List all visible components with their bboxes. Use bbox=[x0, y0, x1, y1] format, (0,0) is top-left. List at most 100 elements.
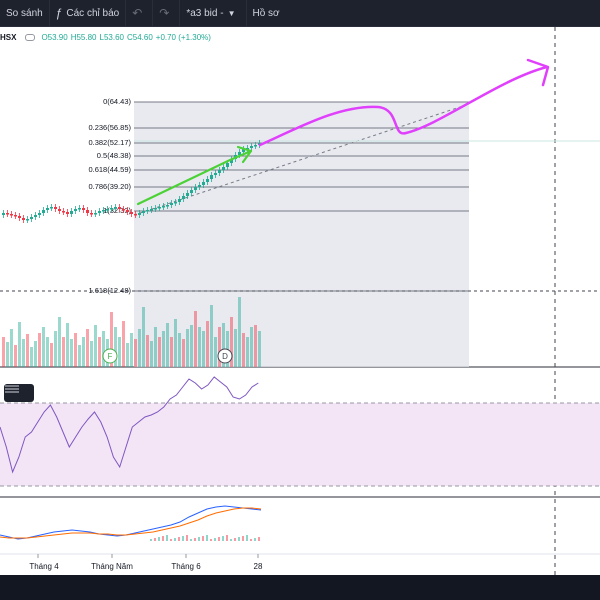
event-marker-f[interactable]: F bbox=[102, 348, 118, 364]
candle-body bbox=[22, 218, 25, 220]
volume-bar bbox=[170, 337, 173, 367]
volume-bar bbox=[74, 333, 77, 367]
candle-body bbox=[242, 149, 245, 152]
legend-change: +0.70 (+1.30%) bbox=[155, 33, 211, 42]
volume-bar bbox=[102, 331, 105, 367]
visibility-toggle-icon[interactable] bbox=[25, 34, 36, 41]
macd-hist-bar bbox=[222, 536, 224, 541]
candle-body bbox=[50, 207, 53, 209]
volume-bar bbox=[258, 331, 261, 367]
macd-hist-bar bbox=[226, 535, 228, 541]
fib-retracement-area[interactable] bbox=[134, 102, 469, 367]
volume-bar bbox=[42, 327, 45, 367]
top-toolbar: So sánh ƒ Các chỉ báo ↶ ↷ *a3 bid - ▼ Hồ… bbox=[0, 0, 600, 27]
trend-line-dashed[interactable] bbox=[133, 103, 470, 216]
macd-hist-bar bbox=[186, 535, 188, 541]
undo-button[interactable]: ↶ bbox=[126, 0, 154, 26]
macd-hist-bar bbox=[194, 538, 196, 541]
candle-body bbox=[106, 209, 109, 211]
fib-label-0: 0(64.43) bbox=[103, 97, 131, 106]
chart-area[interactable]: 0(64.43) 0.236(56.85) 0.382(52.17) 0.5(48.3… bbox=[0, 27, 600, 575]
volume-bar bbox=[202, 331, 205, 367]
candle-body bbox=[138, 213, 141, 215]
candle-body bbox=[78, 208, 81, 210]
candle-body bbox=[158, 207, 161, 209]
fib-label-0-5: 0.5(48.38) bbox=[97, 151, 132, 160]
candle-body bbox=[198, 185, 201, 187]
candle-body bbox=[126, 210, 129, 212]
open-value: O53.90 bbox=[41, 33, 68, 42]
volume-bar bbox=[142, 307, 145, 367]
volume-bar bbox=[2, 337, 5, 367]
volume-bar bbox=[14, 345, 17, 367]
candle-body bbox=[246, 148, 249, 150]
volume-bar bbox=[254, 325, 257, 367]
candle-body bbox=[146, 210, 149, 212]
chevron-down-icon: ▼ bbox=[227, 8, 236, 18]
layout-selector[interactable]: *a3 bid - ▼ bbox=[180, 0, 247, 26]
macd-hist-bar bbox=[250, 539, 252, 541]
candle-body bbox=[194, 187, 197, 190]
candle-body bbox=[202, 182, 205, 185]
volume-bar bbox=[58, 317, 61, 367]
bottom-bar bbox=[0, 575, 600, 600]
symbol-label[interactable]: HSX bbox=[0, 33, 17, 42]
macd-hist-bar bbox=[182, 536, 184, 541]
volume-bar bbox=[54, 331, 57, 367]
macd-hist-bar bbox=[258, 537, 260, 541]
magenta-arrow-head[interactable] bbox=[526, 58, 550, 87]
rsi-line bbox=[0, 376, 259, 474]
volume-bar bbox=[38, 333, 41, 367]
candle-body bbox=[142, 211, 145, 213]
volume-bar bbox=[110, 312, 113, 367]
volume-bar bbox=[238, 297, 241, 367]
menu-lines-icon bbox=[5, 385, 19, 393]
green-arrow-drawing[interactable] bbox=[136, 149, 253, 206]
volume-bar bbox=[134, 339, 137, 367]
volume-bar bbox=[174, 319, 177, 367]
macd-hist-bar bbox=[210, 539, 212, 541]
volume-bar bbox=[242, 333, 245, 367]
pane-scroll-handle[interactable] bbox=[4, 384, 34, 402]
profile-button[interactable]: Hồ sơ bbox=[247, 0, 286, 26]
macd-hist-bar bbox=[174, 538, 176, 541]
legend-open: O53.90 bbox=[41, 33, 67, 42]
candle-body bbox=[250, 146, 253, 148]
volume-bar bbox=[22, 339, 25, 367]
candle-body bbox=[150, 209, 153, 211]
candle-body bbox=[86, 210, 89, 213]
green-arrow-head[interactable] bbox=[236, 145, 253, 164]
time-label-28: 28 bbox=[254, 562, 263, 571]
event-marker-d-letter: D bbox=[222, 352, 228, 361]
indicators-button[interactable]: ƒ Các chỉ báo bbox=[50, 0, 127, 26]
magenta-projection-drawing[interactable] bbox=[258, 65, 549, 147]
volume-bar bbox=[166, 323, 169, 367]
volume-bar bbox=[66, 323, 69, 367]
candle-body bbox=[162, 206, 165, 208]
chart-canvas[interactable]: 0(64.43) 0.236(56.85) 0.382(52.17) 0.5(48.3… bbox=[0, 27, 600, 575]
volume-bar bbox=[70, 339, 73, 367]
volume-bar bbox=[182, 339, 185, 367]
macd-signal-line bbox=[0, 507, 262, 539]
compare-button[interactable]: So sánh bbox=[0, 0, 50, 26]
volume-bar bbox=[78, 345, 81, 367]
volume-bar bbox=[210, 305, 213, 367]
event-marker-d[interactable]: D bbox=[217, 348, 233, 364]
volume-bar bbox=[122, 321, 125, 367]
macd-hist-bar bbox=[202, 536, 204, 541]
volume-bar bbox=[158, 337, 161, 367]
redo-button[interactable]: ↷ bbox=[153, 0, 181, 26]
layout-name: *a3 bid - bbox=[186, 7, 224, 19]
volume-bar bbox=[118, 337, 121, 367]
volume-bar bbox=[90, 341, 93, 367]
volume-bar bbox=[62, 337, 65, 367]
volume-bar bbox=[30, 347, 33, 367]
candle-body bbox=[14, 215, 17, 217]
volume-bar bbox=[86, 329, 89, 367]
candle-body bbox=[102, 210, 105, 212]
candle-body bbox=[190, 190, 193, 193]
volume-bar bbox=[26, 334, 29, 367]
candle-body bbox=[122, 209, 125, 211]
candle-body bbox=[230, 159, 233, 163]
candle-body bbox=[214, 173, 217, 175]
